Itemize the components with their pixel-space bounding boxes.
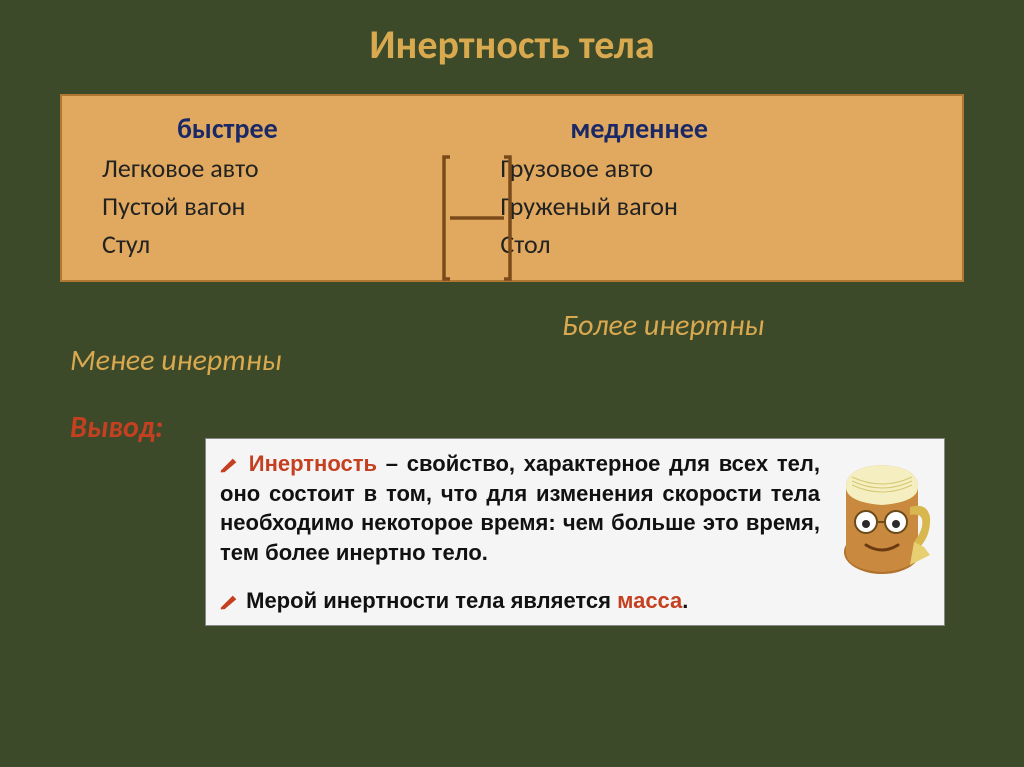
cell-left: Легковое авто [102, 152, 500, 184]
col-header-fast: быстрее [102, 111, 500, 146]
slide-title: Инертность тела [50, 20, 974, 69]
definition-paragraph-2: Мерой инертности тела является масса. [220, 586, 930, 616]
table-row: Стул Стол [102, 228, 932, 260]
comparison-table: быстрее медленнее Легковое авто Грузовое… [60, 94, 964, 282]
definition-term: Инертность [249, 451, 377, 476]
definition-term-mass: масса [617, 588, 682, 613]
book-character-icon [832, 447, 932, 577]
cell-left: Стул [102, 228, 500, 260]
pen-icon [220, 456, 240, 474]
grouping-bracket-icon [442, 154, 512, 284]
cell-right: Груженый вагон [500, 190, 932, 222]
definition-box: Инертность – свойство, характерное для в… [205, 438, 945, 626]
cell-right: Стол [500, 228, 932, 260]
definition-text-2b: . [682, 588, 688, 613]
definition-paragraph-1: Инертность – свойство, характерное для в… [220, 449, 930, 568]
label-more-inert: Более инертны [512, 307, 974, 379]
cell-right: Грузовое авто [500, 152, 932, 184]
table-row: Легковое авто Грузовое авто [102, 152, 932, 184]
col-header-slow: медленнее [500, 111, 932, 146]
pen-icon [220, 593, 240, 611]
cell-left: Пустой вагон [102, 190, 500, 222]
table-row: Пустой вагон Груженый вагон [102, 190, 932, 222]
label-less-inert: Менее инертны [50, 342, 512, 379]
definition-text-2a: Мерой инертности тела является [246, 588, 617, 613]
